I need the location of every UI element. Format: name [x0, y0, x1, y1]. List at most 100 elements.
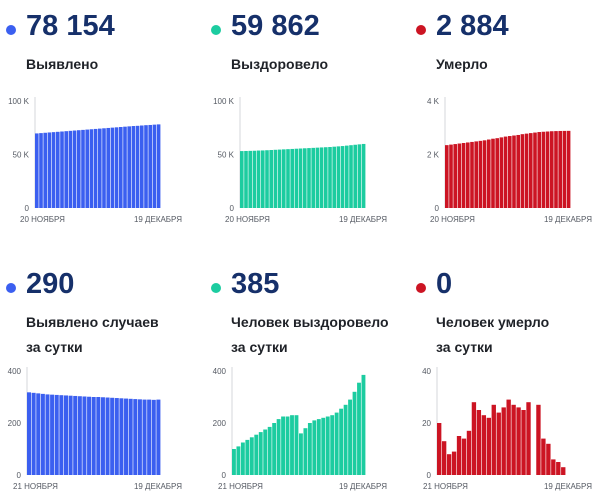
bar-chart: 0 50 K 100 K 20 НОЯБРЯ 19 ДЕКАБРЯ: [213, 97, 387, 224]
bar: [269, 150, 273, 208]
y-tick-label: 100 K: [8, 97, 30, 106]
bar: [325, 416, 330, 475]
bar: [330, 415, 335, 475]
bar: [47, 132, 52, 208]
bar: [466, 430, 472, 475]
x-tick-label-end: 19 ДЕКАБРЯ: [339, 482, 387, 491]
bar: [123, 126, 127, 208]
y-tick-label: 100 K: [213, 97, 235, 106]
stat-value: 385: [231, 268, 280, 300]
bar: [541, 438, 546, 475]
bar: [343, 404, 348, 475]
bar: [526, 402, 531, 475]
bar: [127, 126, 131, 208]
bar: [59, 395, 64, 475]
bar: [315, 147, 320, 208]
bar: [240, 442, 245, 475]
stat-value: 59 862: [231, 10, 320, 42]
bar: [156, 399, 161, 475]
bar: [506, 399, 511, 475]
bar: [35, 133, 39, 208]
bar: [486, 417, 491, 475]
bar: [345, 145, 349, 208]
legend-dot-icon: [211, 283, 221, 293]
bar: [353, 144, 357, 208]
y-tick-label: 200: [213, 419, 227, 428]
bar: [471, 402, 477, 475]
x-tick-label-start: 21 НОЯБРЯ: [423, 482, 468, 491]
stat-label: Человек выздоровело за сутки: [231, 310, 389, 360]
legend-dot-icon: [416, 283, 426, 293]
x-tick-label-end: 19 ДЕКАБРЯ: [134, 215, 182, 224]
panel-recovered: 59 862 Выздоровело 0 50 K 100 K 20 НОЯБРЯ 19 Д…: [205, 0, 405, 245]
bar: [248, 150, 252, 208]
bar: [361, 143, 366, 208]
bar: [348, 399, 352, 475]
bar: [550, 131, 554, 208]
bar: [491, 138, 495, 208]
bar: [499, 137, 504, 208]
bar: [93, 128, 98, 208]
y-tick-label: 400: [8, 367, 22, 376]
bar: [249, 437, 254, 475]
bar: [156, 124, 161, 208]
bar: [272, 423, 277, 475]
y-tick-label: 400: [213, 367, 227, 376]
stat-label-line: за сутки: [26, 339, 83, 355]
bar: [457, 143, 462, 208]
bar: [106, 127, 110, 208]
bar: [110, 397, 115, 475]
bar: [148, 124, 152, 208]
bar: [98, 128, 102, 208]
bar: [290, 148, 294, 208]
bar: [135, 125, 140, 208]
bar: [466, 142, 470, 208]
bar: [140, 125, 144, 208]
y-tick-label: 50 K: [13, 151, 30, 160]
bar: [312, 420, 317, 475]
bar: [541, 131, 546, 208]
legend-dot-icon: [211, 25, 221, 35]
bar: [482, 140, 487, 208]
x-tick-label-end: 19 ДЕКАБРЯ: [134, 482, 182, 491]
bar: [87, 396, 92, 475]
bar: [487, 139, 491, 208]
bar: [453, 144, 457, 208]
bar: [51, 132, 56, 208]
bar: [339, 408, 344, 475]
bar: [545, 131, 550, 208]
bar: [128, 398, 133, 475]
bar: [474, 141, 478, 208]
bar: [554, 131, 558, 208]
panel-died: 2 884 Умерло 0 2 K 4 K 20 НОЯБРЯ 19 ДЕКАБРЯ: [410, 0, 605, 245]
stat-label: Умерло: [436, 52, 488, 77]
bar: [445, 145, 449, 208]
legend-dot-icon: [6, 25, 16, 35]
bar: [361, 374, 366, 475]
bar: [265, 150, 269, 208]
bar: [245, 439, 250, 475]
bar: [258, 432, 263, 475]
bar: [332, 146, 336, 208]
bar: [456, 436, 462, 475]
legend-dot-icon: [416, 25, 426, 35]
bar: [119, 127, 123, 208]
stat-label: Выздоровело: [231, 52, 328, 77]
bar: [96, 397, 101, 475]
bar: [556, 462, 561, 475]
bar: [529, 133, 533, 208]
bar: [114, 127, 119, 208]
bar: [449, 144, 453, 208]
bar: [357, 144, 362, 208]
bar-chart: 0 20 40 21 НОЯБРЯ 19 ДЕКАБРЯ: [422, 367, 592, 491]
panel-died-daily: 0 Человек умерло за сутки 0 20 40 21 НОЯБРЯ 19 …: [410, 258, 605, 503]
bar: [520, 134, 525, 208]
panel-detected: 78 154 Выявлено 0 50 K 100 K 20 НОЯБРЯ 19 ДЕКА…: [0, 0, 200, 245]
bar: [501, 407, 506, 475]
bar: [40, 393, 45, 475]
bar: [254, 434, 259, 475]
stat-label-line: Умерло: [436, 56, 488, 72]
y-tick-label: 200: [8, 419, 22, 428]
stat-label-line: за сутки: [231, 339, 288, 355]
bar: [124, 398, 129, 475]
